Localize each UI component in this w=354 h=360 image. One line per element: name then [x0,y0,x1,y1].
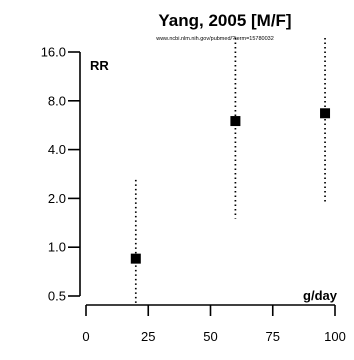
x-tick-label: 75 [266,329,280,344]
y-tick-label: 16.0 [41,45,66,60]
x-tick-label: 100 [324,329,346,344]
data-point [130,253,141,264]
y-axis-label: RR [90,58,109,73]
data-point [320,108,331,119]
chart-subtitle: www.ncbi.nlm.nih.gov/pubmed/?term=157800… [155,36,274,42]
x-tick-label: 25 [141,329,155,344]
chart-title: Yang, 2005 [M/F] [158,11,291,30]
x-tick-label: 50 [203,329,217,344]
y-tick-label: 2.0 [48,191,66,206]
data-point [230,116,241,127]
y-tick-label: 0.5 [48,289,66,304]
y-tick-label: 8.0 [48,93,66,108]
x-tick-label: 0 [82,329,89,344]
axes: 16.0 8.0 4.0 2.0 1.0 0.5 0 25 50 75 100 [41,45,346,345]
y-tick-label: 1.0 [48,240,66,255]
x-axis-label: g/day [303,288,338,303]
y-tick-label: 4.0 [48,142,66,157]
data-marks [130,38,331,305]
